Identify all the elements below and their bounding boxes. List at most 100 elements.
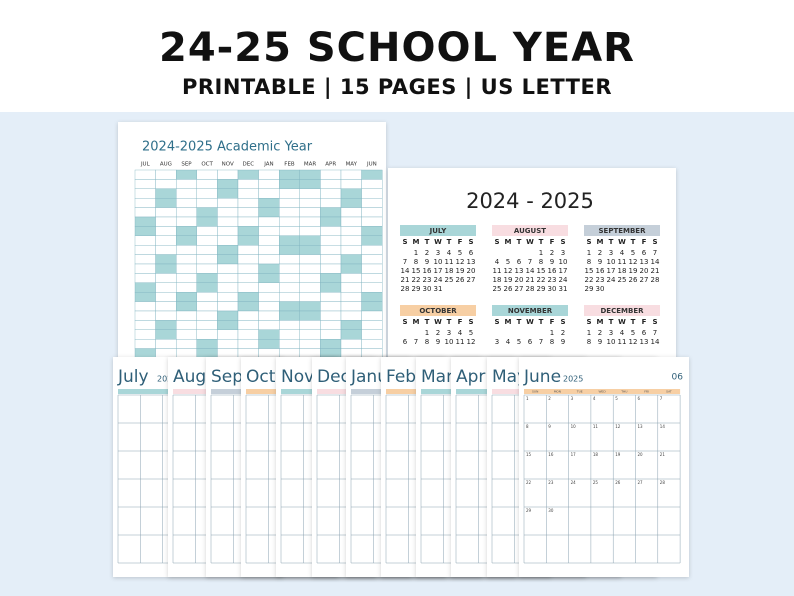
day-cell — [299, 310, 321, 321]
weekday: S — [402, 238, 407, 246]
day-cell — [279, 216, 301, 227]
day: 21 — [660, 452, 666, 457]
weekday: W — [526, 318, 534, 326]
day: 23 — [548, 480, 554, 485]
month-label: JUN — [366, 162, 377, 168]
day: 15 — [412, 267, 421, 275]
day: 25 — [593, 480, 599, 485]
day-cell — [237, 254, 259, 265]
day: 1 — [539, 249, 543, 257]
day-cell — [320, 179, 342, 189]
day: 20 — [467, 267, 476, 275]
day-cell — [217, 207, 239, 218]
day: 7 — [403, 258, 407, 266]
day: 8 — [425, 338, 429, 346]
day: 24 — [571, 480, 577, 485]
day: 3 — [561, 249, 565, 257]
day-cell — [320, 329, 342, 340]
day: 9 — [548, 424, 551, 429]
month-title: Apr — [456, 367, 485, 387]
day-cell — [217, 310, 239, 321]
day: 14 — [526, 267, 535, 275]
day-cell — [340, 310, 362, 321]
day-cell — [175, 301, 197, 312]
day-cell — [237, 169, 259, 180]
day-cell — [237, 339, 259, 349]
day-cell — [320, 188, 342, 199]
day: 29 — [585, 285, 594, 293]
day: 19 — [456, 267, 465, 275]
day: 10 — [607, 338, 616, 346]
day-cell — [320, 263, 342, 274]
day-cell — [155, 235, 177, 246]
day-cell — [217, 197, 239, 208]
weekday: W — [618, 318, 626, 326]
day-cell — [175, 320, 197, 330]
day: 6 — [469, 249, 474, 257]
day-cell — [340, 197, 362, 208]
day-cell — [361, 348, 383, 359]
day-cell — [237, 235, 259, 246]
day-cell — [361, 226, 383, 236]
day: 9 — [561, 338, 565, 346]
day-cell — [155, 263, 177, 274]
month-label: AUG — [160, 162, 172, 168]
day: 19 — [629, 267, 638, 275]
day-cell — [258, 320, 280, 330]
day: 29 — [526, 508, 532, 513]
weekday-strip — [524, 389, 681, 394]
day: 26 — [615, 480, 621, 485]
day-cell — [196, 292, 218, 302]
day: 5 — [506, 258, 510, 266]
day: 16 — [423, 267, 432, 275]
day: 11 — [593, 424, 599, 429]
day-cell — [258, 348, 280, 359]
day-cell — [320, 244, 342, 255]
day-cell — [361, 310, 383, 321]
day: 12 — [615, 424, 621, 429]
day-cell — [340, 244, 362, 255]
day-cell — [258, 188, 280, 199]
day-cell — [134, 254, 156, 265]
day-cell — [299, 292, 321, 302]
day: 28 — [526, 285, 535, 293]
month-title: Aug — [173, 367, 206, 387]
day: 17 — [607, 267, 616, 275]
day-cell — [196, 282, 218, 293]
day-cell — [279, 235, 301, 246]
day-cell — [175, 329, 197, 340]
day-cell — [237, 273, 259, 283]
day-cell — [320, 226, 342, 236]
day: 26 — [456, 276, 465, 284]
day-cell — [299, 339, 321, 349]
weekday: S — [494, 238, 499, 246]
day: 6 — [403, 338, 408, 346]
day-cell — [175, 179, 197, 189]
day: 18 — [493, 276, 502, 284]
day: 14 — [401, 267, 410, 275]
day: 3 — [609, 329, 613, 337]
day: 27 — [638, 480, 644, 485]
day-cell — [340, 207, 362, 218]
day: 23 — [596, 276, 605, 284]
weekday: F — [642, 318, 647, 326]
day-cell — [258, 273, 280, 283]
day: 15 — [526, 452, 532, 457]
day: 24 — [559, 276, 568, 284]
day-cell — [361, 197, 383, 208]
day-cell — [237, 226, 259, 236]
month-label: FEB — [284, 162, 295, 168]
day-cell — [175, 263, 197, 274]
page — [388, 168, 676, 363]
weekday: FRI — [644, 390, 649, 394]
weekday: F — [458, 318, 463, 326]
day-cell — [320, 273, 342, 283]
weekday: T — [539, 318, 544, 326]
day-cell — [134, 244, 156, 255]
month-title: May — [492, 367, 527, 387]
day-cell — [217, 169, 239, 180]
day: 18 — [445, 267, 454, 275]
weekday: F — [550, 318, 555, 326]
day-cell — [196, 339, 218, 349]
day-cell — [155, 301, 177, 312]
